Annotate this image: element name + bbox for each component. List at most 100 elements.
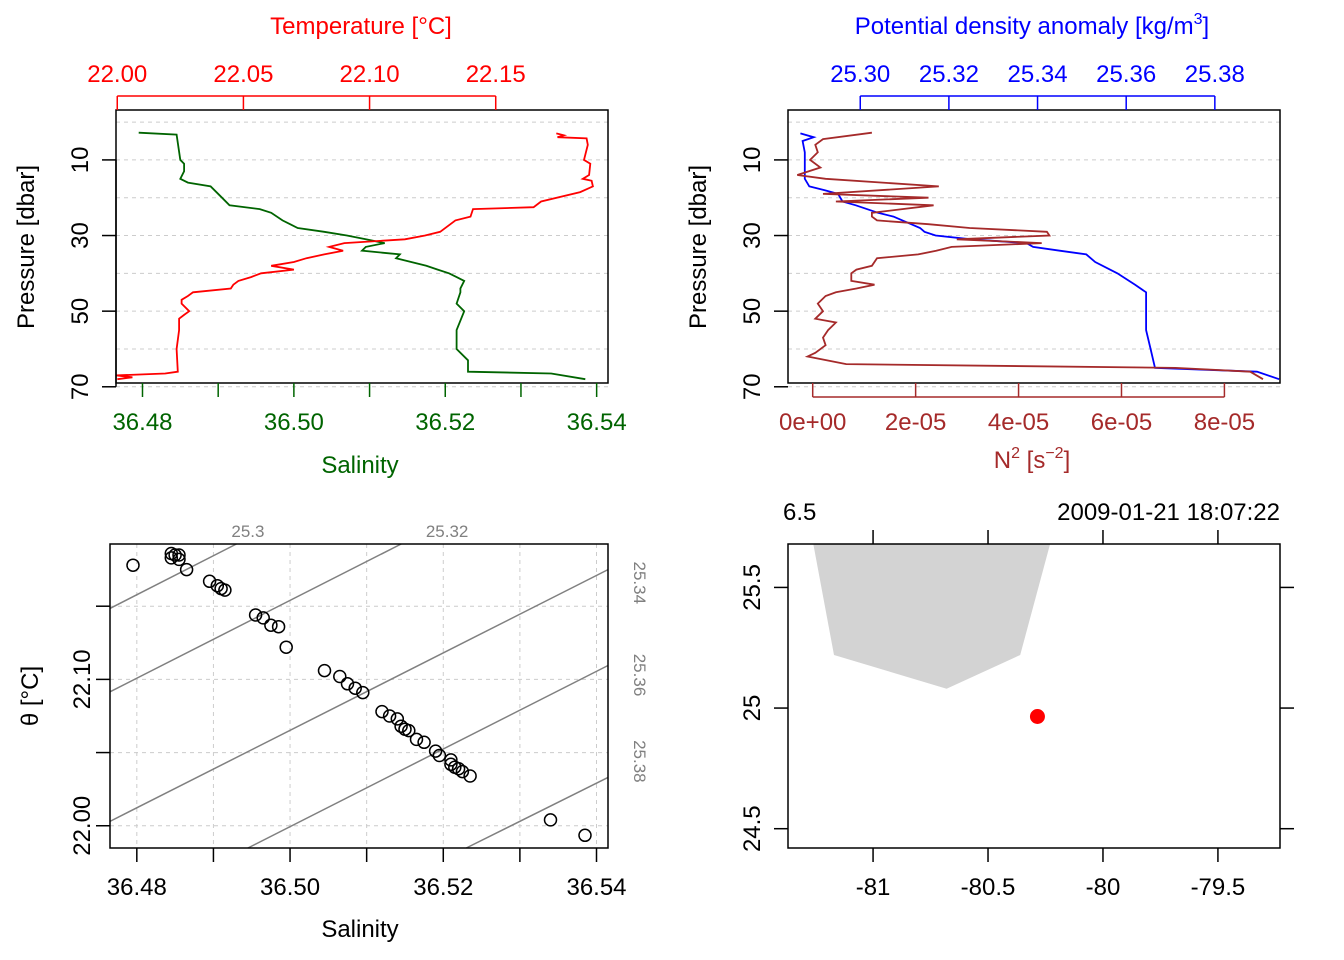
- density-tick-label: 25.32: [919, 61, 979, 88]
- density-axis: 25.30 25.32 25.34 25.36 25.38: [830, 61, 1245, 110]
- ts-point: [444, 753, 458, 767]
- land-shape: [788, 544, 1051, 689]
- isopycnal-lines: [109, 543, 609, 849]
- ts-point: [248, 608, 263, 622]
- n2-tick-label: 6e-05: [1091, 409, 1152, 436]
- ts-point: [210, 578, 225, 593]
- ts-point: [382, 709, 397, 723]
- salinity-tick-label: 36.48: [112, 409, 172, 436]
- ts-point: [218, 583, 232, 597]
- density-line: [800, 132, 1280, 381]
- station-map-panel: -81 -80.5 -80 -79.5 24.5 25 25.5 6.5 2009-01-2…: [739, 499, 1294, 901]
- ts-point: [172, 552, 186, 567]
- ts-theta-tick-label: 22.10: [69, 649, 96, 709]
- pressure-axis: 10 30 50 70: [67, 147, 117, 400]
- map-timestamp: 2009-01-21 18:07:22: [1057, 499, 1280, 526]
- ts-salinity-axis: 36.48 36.50 36.52 36.54: [107, 848, 627, 901]
- isopycnal-line: [465, 776, 609, 849]
- isopycnal-label: 25.32: [426, 522, 469, 541]
- ts-point: [264, 618, 278, 632]
- land-polygon: [788, 544, 1051, 689]
- salinity-axis: 36.48 36.50 36.52 36.54: [112, 383, 627, 436]
- pressure-tick-label: 70: [739, 373, 766, 400]
- n2-axis: 0e+00 2e-05 4e-05 6e-05 8e-05: [779, 383, 1255, 436]
- longitude-tick-label: -81: [856, 874, 891, 901]
- map-corner-label: 6.5: [783, 499, 816, 526]
- temperature-tick-label: 22.15: [466, 61, 526, 88]
- pressure-tick-label: 70: [67, 373, 94, 400]
- pressure-tick-label: 10: [739, 147, 766, 174]
- ts-point: [317, 663, 332, 678]
- p2-plot-frame: [787, 109, 1281, 384]
- ts-point: [394, 719, 408, 733]
- latitude-tick-label: 24.5: [739, 805, 766, 852]
- pressure-axis-title-2: Pressure [dbar]: [685, 165, 712, 329]
- density-n2-panel: 25.30 25.32 25.34 25.36 25.38 0e+00 2e-05 4e-0…: [685, 11, 1281, 474]
- ts-point: [256, 611, 270, 625]
- n2-profile-series: [797, 131, 1264, 380]
- ts-point: [390, 712, 405, 726]
- ts-point: [428, 744, 443, 758]
- density-tick-label: 25.38: [1185, 61, 1245, 88]
- isopycnal-label: 25.3: [231, 522, 264, 541]
- p4-plot-frame: [787, 543, 1281, 849]
- ts-point: [164, 551, 179, 565]
- n2-tick-label: 2e-05: [885, 409, 946, 436]
- density-tick-label: 25.36: [1096, 61, 1156, 88]
- salinity-tick-label: 36.52: [415, 409, 475, 436]
- isopycnal-label: 25.34: [630, 562, 649, 605]
- density-profile-series: [800, 132, 1280, 381]
- p3-plot-frame: [109, 543, 609, 849]
- temperature-axis: 22.00 22.05 22.10 22.15: [87, 61, 526, 110]
- p2-gridlines: [788, 121, 1280, 388]
- ts-point: [432, 748, 447, 763]
- pressure-tick-label: 30: [67, 222, 94, 249]
- ts-points: [126, 546, 592, 843]
- ts-salinity-tick-label: 36.52: [413, 874, 473, 901]
- ts-point: [333, 669, 347, 684]
- ts-point: [279, 640, 293, 654]
- density-axis-title: Potential density anomaly [kg/m3]: [855, 11, 1209, 40]
- station-dot: [1029, 709, 1045, 725]
- n2-tick-label: 8e-05: [1194, 409, 1255, 436]
- density-tick-label: 25.30: [830, 61, 890, 88]
- ts-salinity-axis-title: Salinity: [321, 916, 398, 943]
- ts-theta-axis: 22.00 22.10: [69, 605, 110, 856]
- ts-point: [126, 558, 140, 572]
- temperature-axis-title: Temperature [°C]: [270, 13, 452, 40]
- salinity-axis-title: Salinity: [321, 452, 398, 479]
- ts-point: [356, 685, 370, 700]
- latitude-tick-label: 25: [739, 695, 766, 722]
- temperature-profile-series: [115, 132, 594, 381]
- ts-point: [179, 562, 194, 577]
- n2-tick-label: 0e+00: [779, 409, 846, 436]
- pressure-tick-label: 50: [67, 298, 94, 325]
- isopycnal-label: 25.38: [630, 740, 649, 783]
- ts-point: [463, 769, 477, 783]
- station-marker: [1029, 709, 1045, 725]
- ts-point: [172, 548, 186, 562]
- isopycnal-line: [247, 664, 609, 849]
- salinity-line: [138, 131, 586, 381]
- longitude-tick-label: -80: [1086, 874, 1121, 901]
- pressure-axis-title: Pressure [dbar]: [13, 165, 40, 329]
- ts-salinity-tick-label: 36.54: [566, 874, 626, 901]
- n2-line: [797, 131, 1264, 380]
- ts-point: [348, 681, 362, 695]
- latitude-tick-label: 25.5: [739, 564, 766, 611]
- map-axes: -81 -80.5 -80 -79.5 24.5 25 25.5: [739, 530, 1294, 901]
- isopycnal-line: [109, 543, 402, 693]
- density-tick-label: 25.34: [1008, 61, 1068, 88]
- isopycnal-label: 25.36: [630, 654, 649, 697]
- ts-point: [543, 813, 558, 827]
- isopycnal-line: [109, 568, 609, 823]
- ts-point: [375, 704, 389, 719]
- isopycnal-line: [109, 543, 237, 610]
- temperature-tick-label: 22.00: [87, 61, 147, 88]
- ts-point: [451, 761, 466, 776]
- ts-point: [202, 574, 217, 589]
- ts-theta-axis-title: θ [°C]: [17, 666, 44, 726]
- ts-point: [455, 764, 470, 779]
